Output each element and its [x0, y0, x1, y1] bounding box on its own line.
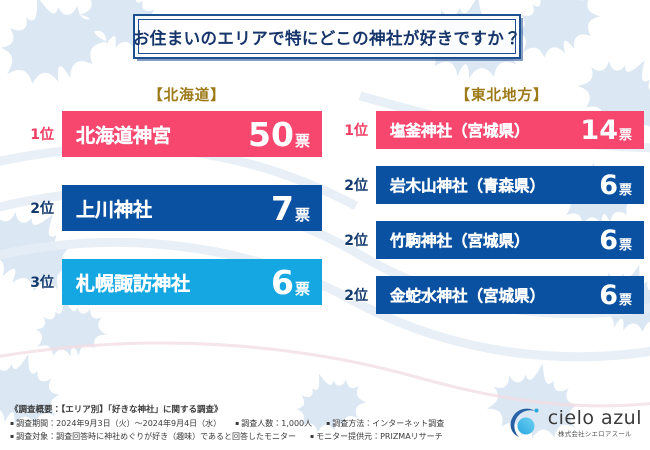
logo-company-sub: 株式会社シエロアスール [558, 429, 632, 438]
vote-unit: 票 [618, 237, 632, 253]
rank-label: 1位 [344, 123, 368, 139]
survey-monitor-provider: モニター提供元：PRIZMAリサーチ [310, 431, 443, 442]
rank-label: 1位 [30, 127, 54, 143]
rank-label: 2位 [344, 178, 368, 194]
vote-unit: 票 [294, 205, 310, 224]
vote-unit: 票 [618, 292, 632, 308]
vote-number: 6 [599, 169, 618, 201]
page-title: お住まいのエリアで特にどこの神社が好きですか？ [132, 28, 522, 48]
rank-label: 2位 [30, 201, 54, 217]
survey-summary-title: 《調査概要：【エリア別】「好きな神社」に関する調査》 [10, 405, 223, 415]
survey-footer: 《調査概要：【エリア別】「好きな神社」に関する調査》 調査期間：2024年9月3… [10, 403, 640, 442]
vote-number: 50 [248, 114, 294, 154]
shrine-name: 上川神社 [76, 198, 153, 221]
column-heading: 【東北地方】 [455, 88, 549, 104]
logo-company-name: cielo azul [547, 406, 642, 429]
page-title-box: お住まいのエリアで特にどこの神社が好きですか？ [133, 14, 521, 59]
vote-number: 6 [599, 224, 618, 256]
rank-label: 2位 [344, 233, 368, 249]
vote-count: 50 票 [248, 118, 310, 151]
vote-number: 7 [271, 188, 294, 228]
shrine-name: 竹駒神社（宮城県） [390, 232, 530, 250]
survey-period: 調査期間：2024年9月3日（火）〜2024年9月4日（水） [10, 418, 221, 429]
survey-respondents: 調査人数：1,000人 [235, 418, 312, 429]
survey-detail-line-1: 調査期間：2024年9月3日（火）〜2024年9月4日（水） 調査人数：1,00… [10, 418, 640, 429]
survey-target: 調査対象：調査回答時に神社めぐりが好き（趣味）であると回答したモニター [10, 431, 296, 442]
shrine-name: 塩釜神社（宮城県） [390, 122, 530, 140]
shrine-name: 札幌諏訪神社 [76, 272, 191, 295]
survey-detail-line-2: 調査対象：調査回答時に神社めぐりが好き（趣味）であると回答したモニター モニター… [10, 431, 640, 442]
vote-unit: 票 [294, 131, 310, 150]
cielo-azul-mark-icon [507, 406, 541, 440]
vote-number: 6 [271, 262, 294, 302]
shrine-name: 北海道神宮 [76, 124, 172, 147]
shrine-name: 岩木山神社（青森県） [390, 177, 546, 195]
table-row: 1位 塩釜神社（宮城県） 14 票 [332, 111, 644, 149]
result-bar: 塩釜神社（宮城県） 14 票 [376, 111, 644, 149]
table-row: 1位 北海道神宮 50 票 [12, 111, 322, 157]
vote-number: 6 [599, 279, 618, 311]
logo-text-block: cielo azul 株式会社シエロアスール [547, 406, 642, 438]
vote-unit: 票 [294, 279, 310, 298]
survey-method: 調査方法：インターネット調査 [326, 418, 444, 429]
result-bar: 北海道神宮 50 票 [62, 111, 322, 157]
vote-unit: 票 [618, 182, 632, 198]
vote-number: 14 [580, 114, 618, 146]
company-logo: cielo azul 株式会社シエロアスール [507, 406, 642, 440]
rank-label: 3位 [30, 275, 54, 291]
vote-unit: 票 [618, 127, 632, 143]
column-heading: 【北海道】 [148, 88, 226, 104]
vote-count: 14 票 [580, 117, 632, 144]
rank-label: 2位 [344, 288, 368, 304]
shrine-name: 金蛇水神社（宮城県） [390, 287, 546, 305]
